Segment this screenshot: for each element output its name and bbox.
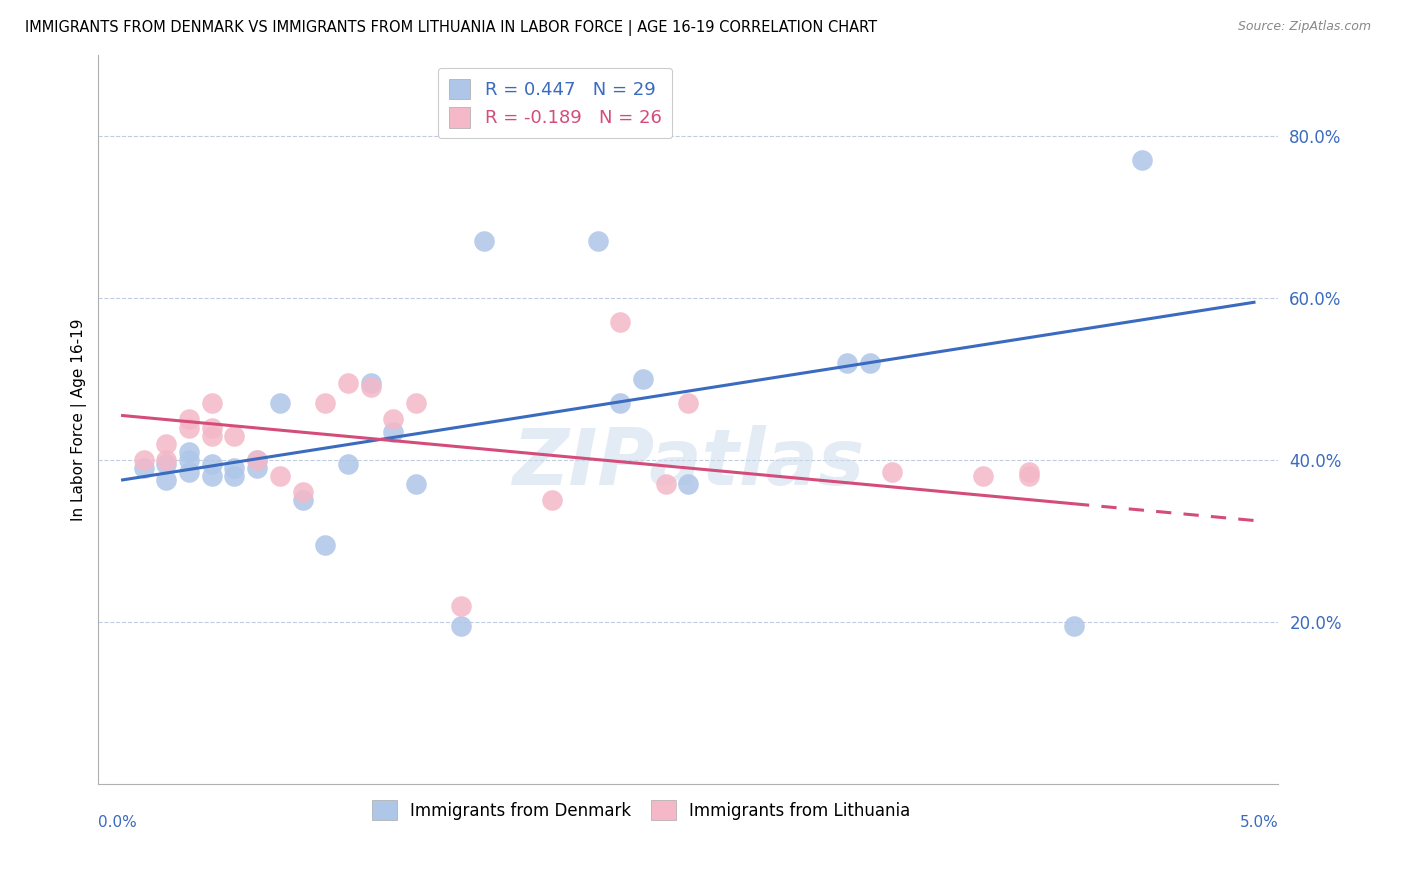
Point [179,453,201,467]
Point [179,412,201,426]
Text: Source: ZipAtlas.com: Source: ZipAtlas.com [1237,20,1371,33]
Point [291,493,314,508]
Point [269,396,291,410]
Point [1018,465,1040,479]
Point [405,396,427,410]
Point [179,420,201,434]
Point [1063,619,1085,633]
Point [201,396,224,410]
Point [859,356,882,370]
Point [1018,469,1040,483]
Point [224,469,246,483]
Point [336,457,359,471]
Point [155,436,177,450]
Point [246,461,269,475]
Point [201,428,224,442]
Point [678,477,700,491]
Point [155,457,177,471]
Point [224,461,246,475]
Text: IMMIGRANTS FROM DENMARK VS IMMIGRANTS FROM LITHUANIA IN LABOR FORCE | AGE 16-19 : IMMIGRANTS FROM DENMARK VS IMMIGRANTS FR… [25,20,877,36]
Point [972,469,994,483]
Point [382,412,405,426]
Text: 5.0%: 5.0% [1240,815,1278,830]
Point [269,469,291,483]
Point [541,493,564,508]
Point [678,396,700,410]
Point [609,396,631,410]
Point [882,465,904,479]
Point [609,315,631,329]
Text: 0.0%: 0.0% [98,815,138,830]
Point [835,356,858,370]
Point [405,477,427,491]
Point [654,477,676,491]
Point [201,457,224,471]
Point [360,380,382,394]
Point [132,453,155,467]
Point [179,465,201,479]
Point [201,420,224,434]
Point [631,372,654,386]
Point [179,445,201,459]
Point [450,619,472,633]
Point [155,473,177,487]
Legend: Immigrants from Denmark, Immigrants from Lithuania: Immigrants from Denmark, Immigrants from… [366,794,917,826]
Point [246,453,269,467]
Point [314,396,336,410]
Point [314,538,336,552]
Point [450,599,472,613]
Point [201,469,224,483]
Point [472,235,495,249]
Point [586,235,609,249]
Point [224,428,246,442]
Point [291,485,314,500]
Point [1130,153,1153,168]
Point [155,453,177,467]
Y-axis label: In Labor Force | Age 16-19: In Labor Force | Age 16-19 [72,318,87,521]
Point [360,376,382,390]
Point [246,453,269,467]
Point [336,376,359,390]
Point [382,425,405,439]
Point [132,461,155,475]
Text: ZIPatlas: ZIPatlas [512,425,865,501]
